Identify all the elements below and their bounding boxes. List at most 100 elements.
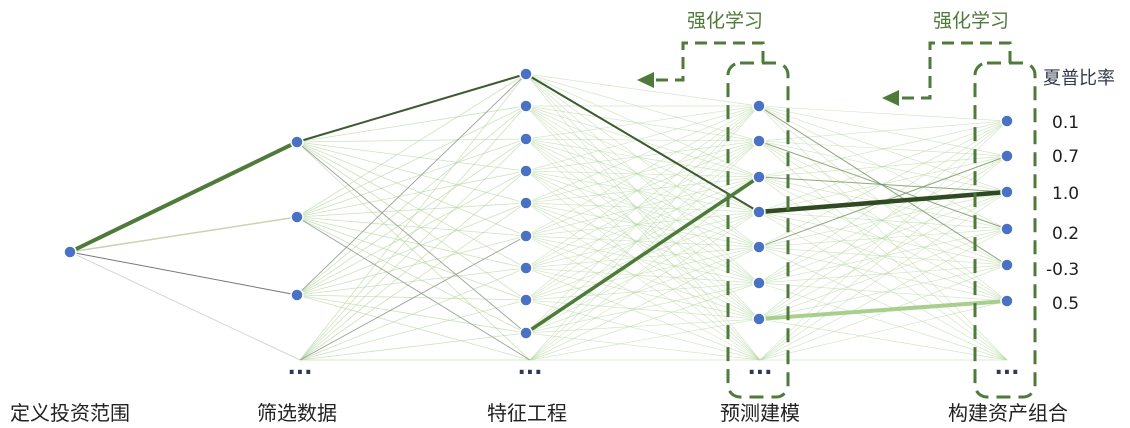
edge <box>525 138 760 213</box>
edge <box>525 235 760 248</box>
edge <box>525 176 760 301</box>
edge <box>759 191 1008 361</box>
rl-loop-model <box>652 41 765 82</box>
node <box>752 99 766 113</box>
edge <box>296 216 527 237</box>
edge <box>525 105 760 204</box>
node <box>752 312 766 326</box>
edge <box>296 138 527 218</box>
edge <box>296 202 527 218</box>
edge <box>296 141 527 172</box>
edge <box>758 264 1008 320</box>
edge <box>299 105 527 361</box>
edge <box>525 170 760 178</box>
ellipsis-portfolio: ... <box>994 355 1019 380</box>
edge <box>758 211 1008 302</box>
edge <box>69 251 301 361</box>
node <box>290 288 304 302</box>
highlight-edge <box>69 140 298 254</box>
edge <box>525 202 760 248</box>
edge <box>525 202 760 320</box>
node <box>752 134 766 148</box>
edge <box>296 170 527 218</box>
edge <box>529 140 760 361</box>
edge <box>296 105 527 218</box>
edge <box>296 216 527 301</box>
edge <box>525 170 760 320</box>
edge <box>525 73 760 248</box>
edge <box>296 73 527 296</box>
edge <box>299 138 527 361</box>
edge <box>299 299 527 361</box>
sharpe-value: 0.7 <box>1052 147 1079 167</box>
edge <box>296 141 527 237</box>
edge <box>296 216 531 361</box>
edge <box>525 105 760 301</box>
edge <box>758 191 1008 320</box>
stage-label-filter: 筛选数据 <box>257 401 337 425</box>
edge <box>296 141 531 361</box>
sharpe-title: 夏普比率 <box>1043 68 1115 89</box>
edge <box>525 105 760 248</box>
edge <box>525 140 760 172</box>
sharpe-value: 0.2 <box>1052 224 1079 244</box>
nodes <box>63 67 1014 340</box>
edge <box>525 299 761 361</box>
edge <box>529 282 760 361</box>
edge <box>525 73 760 107</box>
stage-label-features: 特征工程 <box>487 401 567 425</box>
node <box>1000 114 1014 128</box>
highlight-edge <box>296 73 527 143</box>
edge <box>759 264 1008 361</box>
edge <box>525 105 760 213</box>
edge <box>296 73 527 218</box>
edge <box>525 140 760 334</box>
node <box>1000 222 1014 236</box>
edge <box>296 235 527 296</box>
edge <box>525 282 760 301</box>
highlight-edge <box>758 299 1008 321</box>
edge <box>296 141 527 334</box>
node <box>519 196 533 210</box>
edge <box>296 141 527 301</box>
node <box>752 170 766 184</box>
edge <box>525 105 761 361</box>
edge <box>525 138 760 284</box>
edge <box>525 140 760 301</box>
edge <box>525 282 760 334</box>
edge <box>758 120 1008 142</box>
edge <box>525 246 760 301</box>
edge <box>299 267 527 361</box>
edge <box>69 251 298 296</box>
edge <box>296 141 527 269</box>
edge <box>296 105 527 143</box>
edge <box>296 294 531 361</box>
edge <box>759 228 1008 361</box>
edge <box>525 170 760 284</box>
edge <box>296 141 527 204</box>
edge <box>525 140 760 237</box>
edge <box>525 246 760 334</box>
edge <box>525 176 760 204</box>
edge <box>296 294 527 334</box>
edge <box>525 170 760 213</box>
edge <box>296 267 527 296</box>
node <box>752 276 766 290</box>
edge <box>296 216 527 269</box>
sharpe-value: 1.0 <box>1052 184 1079 204</box>
edge <box>758 155 1008 320</box>
edge <box>296 138 527 296</box>
edge <box>525 73 760 178</box>
edge <box>758 105 1008 230</box>
edge <box>525 202 761 361</box>
edge <box>525 138 760 142</box>
edge <box>758 140 1008 157</box>
edge <box>525 235 760 284</box>
ellipsis-features: ... <box>517 355 542 380</box>
edge <box>758 105 1008 122</box>
edge <box>299 332 527 361</box>
edge <box>758 318 1008 361</box>
edge <box>758 105 1008 266</box>
edge <box>525 105 760 269</box>
node <box>1000 185 1014 199</box>
